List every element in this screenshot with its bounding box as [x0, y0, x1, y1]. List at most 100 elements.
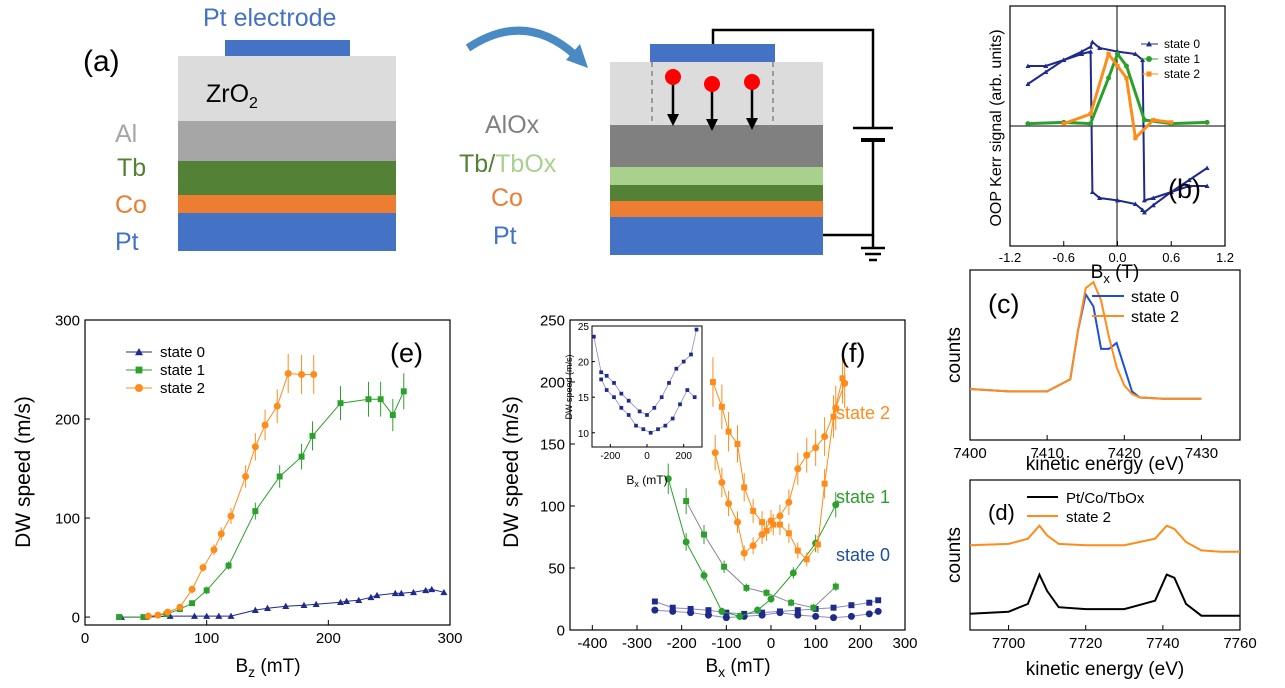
state-2-point: [210, 546, 218, 554]
panel-f-inset-ylabel: DW speed (m/s): [564, 354, 574, 419]
state-0-point: [264, 604, 271, 611]
series-3-point: [701, 531, 707, 538]
panel-f-state2-annotation: state 2: [836, 403, 890, 423]
x-tick-label: 7410: [1030, 445, 1063, 462]
panel-c: 7400 7410 7420 7430 kinetic energy (eV) cou…: [944, 269, 1241, 475]
series-5-point: [740, 549, 748, 557]
inset-series-0-point: [637, 409, 642, 414]
state-1-point: [203, 587, 210, 594]
x-tick-label: 7720: [1069, 635, 1102, 652]
inset-y-tick-label: 10: [578, 429, 590, 440]
series-1-point: [722, 614, 730, 622]
panel-f-xlabel: Bx (mT): [705, 656, 770, 680]
y-tick-label: 150: [540, 436, 565, 453]
series-4-point: [725, 428, 732, 435]
series-4-point: [821, 480, 828, 487]
x-tick-label: 0: [767, 635, 775, 652]
state-1-point: [140, 614, 147, 621]
inset-series-0-point: [645, 413, 649, 417]
state-0-point: [1132, 201, 1138, 206]
inset-series-0-point: [604, 373, 609, 378]
panel-e-plot: [116, 353, 448, 621]
state-0-point: [1132, 51, 1138, 56]
state-0-point: [1141, 209, 1147, 215]
state-1-point: [298, 453, 305, 460]
state-0-point: [166, 612, 174, 619]
series-5-point: [803, 451, 811, 459]
state-0-point: [251, 606, 259, 613]
legend-marker: [135, 384, 143, 392]
state-0-point: [1079, 51, 1085, 56]
panel-f-state0-annotation: state 0: [836, 545, 890, 565]
state-1-point: [252, 508, 259, 515]
y-tick-label: 300: [55, 312, 80, 329]
state-0-point: [1043, 63, 1049, 68]
panel-b-label: (b): [1168, 174, 1201, 204]
panel-f-label: (f): [840, 338, 865, 368]
panel-c-frame: [969, 269, 1241, 441]
inset-series-1-point: [619, 405, 624, 410]
state-0-point: [1079, 49, 1085, 54]
y-tick-label: 50: [548, 560, 565, 577]
state-0-point: [373, 591, 381, 599]
state-1-point: [1115, 51, 1120, 57]
state-2-point: [261, 421, 269, 429]
alox-label: AlOx: [485, 111, 540, 139]
inset-series-1-point: [634, 423, 638, 428]
series-5-point: [711, 449, 719, 457]
series-5-point: [785, 498, 793, 506]
state-2-point: [154, 611, 162, 619]
inset-y-tick-label: 25: [578, 322, 590, 333]
series-5-point: [734, 518, 741, 526]
state-0-point: [282, 602, 290, 609]
state-0-point: [440, 588, 448, 596]
x-tick-label: -100: [711, 635, 741, 652]
series-5-point: [758, 531, 766, 539]
panel-e-ticks: 0 100 200 300 0 100 200 300: [55, 312, 463, 647]
ion-migration: [665, 69, 760, 131]
inset-series-1-point: [663, 423, 668, 428]
inset-series-1-point: [656, 427, 660, 432]
inset-series-0-point: [619, 391, 624, 396]
left-layer-zro2: [178, 56, 396, 121]
state-0-point: [1088, 49, 1094, 54]
x-tick-label: 200: [848, 635, 873, 652]
tb-tbox-label: Tb/TbOx: [459, 150, 557, 178]
state-1-point: [309, 432, 316, 439]
x-tick-label: -1.2: [999, 250, 1021, 265]
panel-f-frame: [569, 319, 906, 631]
state-2-line: [148, 372, 314, 617]
state-2-point: [1061, 121, 1066, 126]
series-1-point: [830, 614, 838, 622]
state-0-point: [203, 612, 211, 619]
state-2-point: [1133, 135, 1138, 141]
y-tick-label: 200: [55, 411, 80, 428]
state-0-point: [428, 585, 436, 593]
series-2-point: [789, 569, 797, 577]
inset-series-1-point: [648, 430, 653, 435]
state-2-point: [1106, 51, 1111, 57]
state-2-point: [310, 370, 318, 378]
right-layer-co: [610, 201, 823, 217]
series-1-point: [794, 611, 802, 619]
inset-series-1-point: [678, 402, 682, 407]
series-1-point: [865, 610, 873, 618]
legend-marker: [1146, 71, 1152, 77]
legend-marker: [1146, 41, 1152, 47]
series-1-point: [687, 609, 695, 617]
series-5-point: [776, 512, 784, 520]
inset-series-1-point: [604, 388, 609, 392]
right-layer-alox: [610, 125, 823, 167]
state-1-point: [337, 400, 344, 407]
series-5-point: [718, 478, 726, 486]
y-tick-label: 250: [540, 312, 565, 329]
series-3-point: [683, 498, 690, 505]
series-4-point: [734, 441, 741, 447]
x-tick-label: 7740: [1146, 635, 1179, 652]
series-4-point: [785, 530, 792, 537]
series-4-point: [741, 484, 748, 491]
y-tick-label: 200: [540, 374, 565, 391]
x-tick-label: 0.0: [1108, 250, 1126, 265]
state-2-point: [164, 608, 172, 616]
ion-2: [704, 76, 720, 92]
